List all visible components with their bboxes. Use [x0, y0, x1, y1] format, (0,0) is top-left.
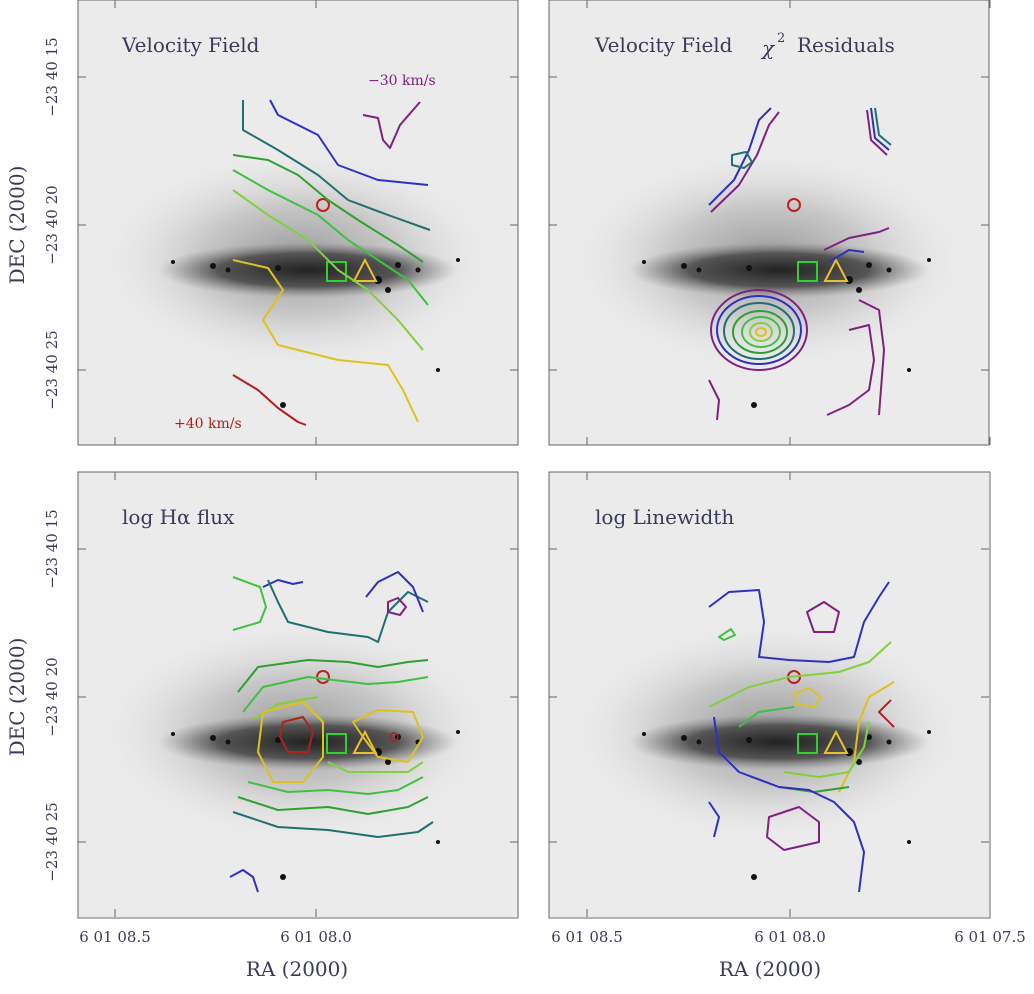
y-tick-label: −23 40 15 — [43, 37, 61, 116]
panel-title: Velocity Field — [121, 33, 260, 57]
panel-linewidth: log Linewidth — [549, 472, 990, 918]
panel-title: Residuals — [797, 33, 895, 57]
x-axis-title: RA (2000) — [719, 957, 821, 981]
y-axis-title: DEC (2000) — [5, 638, 29, 757]
annotation: +40 km/s — [174, 416, 242, 432]
x-tick-label: 6 01 08.5 — [79, 928, 151, 946]
y-tick-label: −23 40 25 — [43, 330, 61, 409]
x-tick-label: 6 01 08.0 — [754, 928, 826, 946]
x-tick-label: 6 01 08.0 — [280, 928, 352, 946]
y-tick-label: −23 40 15 — [43, 509, 61, 588]
x-axis-title: RA (2000) — [246, 957, 348, 981]
panel-title: Velocity Field — [594, 33, 733, 57]
panel-residuals: Velocity Field χ 2 Residuals — [549, 0, 989, 445]
y-tick-label: −23 40 20 — [43, 185, 61, 264]
y-tick-label: −23 40 25 — [43, 802, 61, 881]
y-axis-title: DEC (2000) — [5, 166, 29, 285]
panel-title: log Linewidth — [595, 505, 734, 529]
panel-title: log Hα flux — [122, 505, 235, 529]
annotation: −30 km/s — [368, 73, 436, 89]
panel-velocity-field: Velocity Field −30 km/s +40 km/s — [78, 0, 518, 445]
y-tick-label: −23 40 20 — [43, 657, 61, 736]
panel-title-superscript: 2 — [777, 31, 785, 46]
x-tick-label: 6 01 08.5 — [551, 928, 623, 946]
x-tick-label: 6 01 07.5 — [954, 928, 1026, 946]
panel-title-symbol: χ — [760, 36, 776, 60]
figure: Velocity Field −30 km/s +40 km/s Velocit… — [0, 0, 1034, 990]
panel-flux: log Hα flux — [78, 472, 518, 918]
